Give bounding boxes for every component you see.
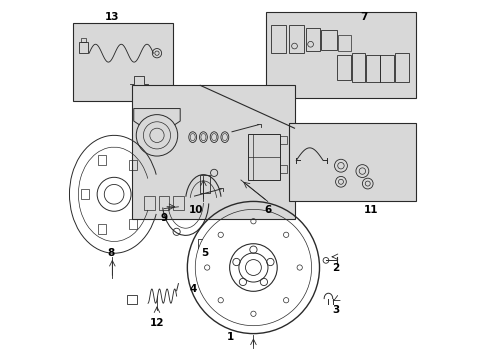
Bar: [81, 189, 89, 199]
Bar: [98, 224, 105, 234]
Bar: [80, 42, 88, 53]
Bar: [280, 165, 286, 173]
Bar: [126, 296, 137, 304]
Bar: [128, 160, 137, 170]
Bar: [351, 53, 365, 82]
Bar: [81, 38, 86, 42]
Text: 10: 10: [189, 205, 203, 215]
Bar: [280, 136, 286, 144]
Text: 13: 13: [105, 13, 120, 22]
Text: 7: 7: [360, 13, 367, 22]
Bar: [128, 219, 137, 229]
Text: 8: 8: [107, 248, 114, 258]
Bar: [159, 196, 169, 210]
Bar: [132, 85, 294, 219]
Bar: [271, 24, 285, 53]
Bar: [337, 35, 350, 51]
Bar: [288, 123, 415, 202]
Text: 12: 12: [149, 318, 164, 328]
Text: 5: 5: [201, 248, 208, 258]
Bar: [321, 30, 337, 50]
Bar: [144, 196, 155, 210]
Bar: [200, 175, 209, 193]
Bar: [337, 55, 350, 80]
Bar: [247, 134, 280, 180]
Text: 11: 11: [364, 205, 378, 215]
Bar: [73, 23, 173, 102]
Bar: [173, 196, 183, 210]
Text: 9: 9: [160, 212, 167, 222]
Text: 2: 2: [331, 262, 339, 273]
Bar: [98, 154, 105, 165]
Bar: [394, 53, 408, 82]
Bar: [365, 55, 379, 82]
Text: 6: 6: [264, 205, 271, 215]
Bar: [288, 24, 304, 53]
Bar: [265, 12, 415, 98]
Text: 4: 4: [189, 284, 196, 294]
Text: 1: 1: [226, 332, 233, 342]
Bar: [305, 28, 319, 51]
Bar: [380, 55, 393, 82]
Text: 3: 3: [331, 305, 339, 315]
